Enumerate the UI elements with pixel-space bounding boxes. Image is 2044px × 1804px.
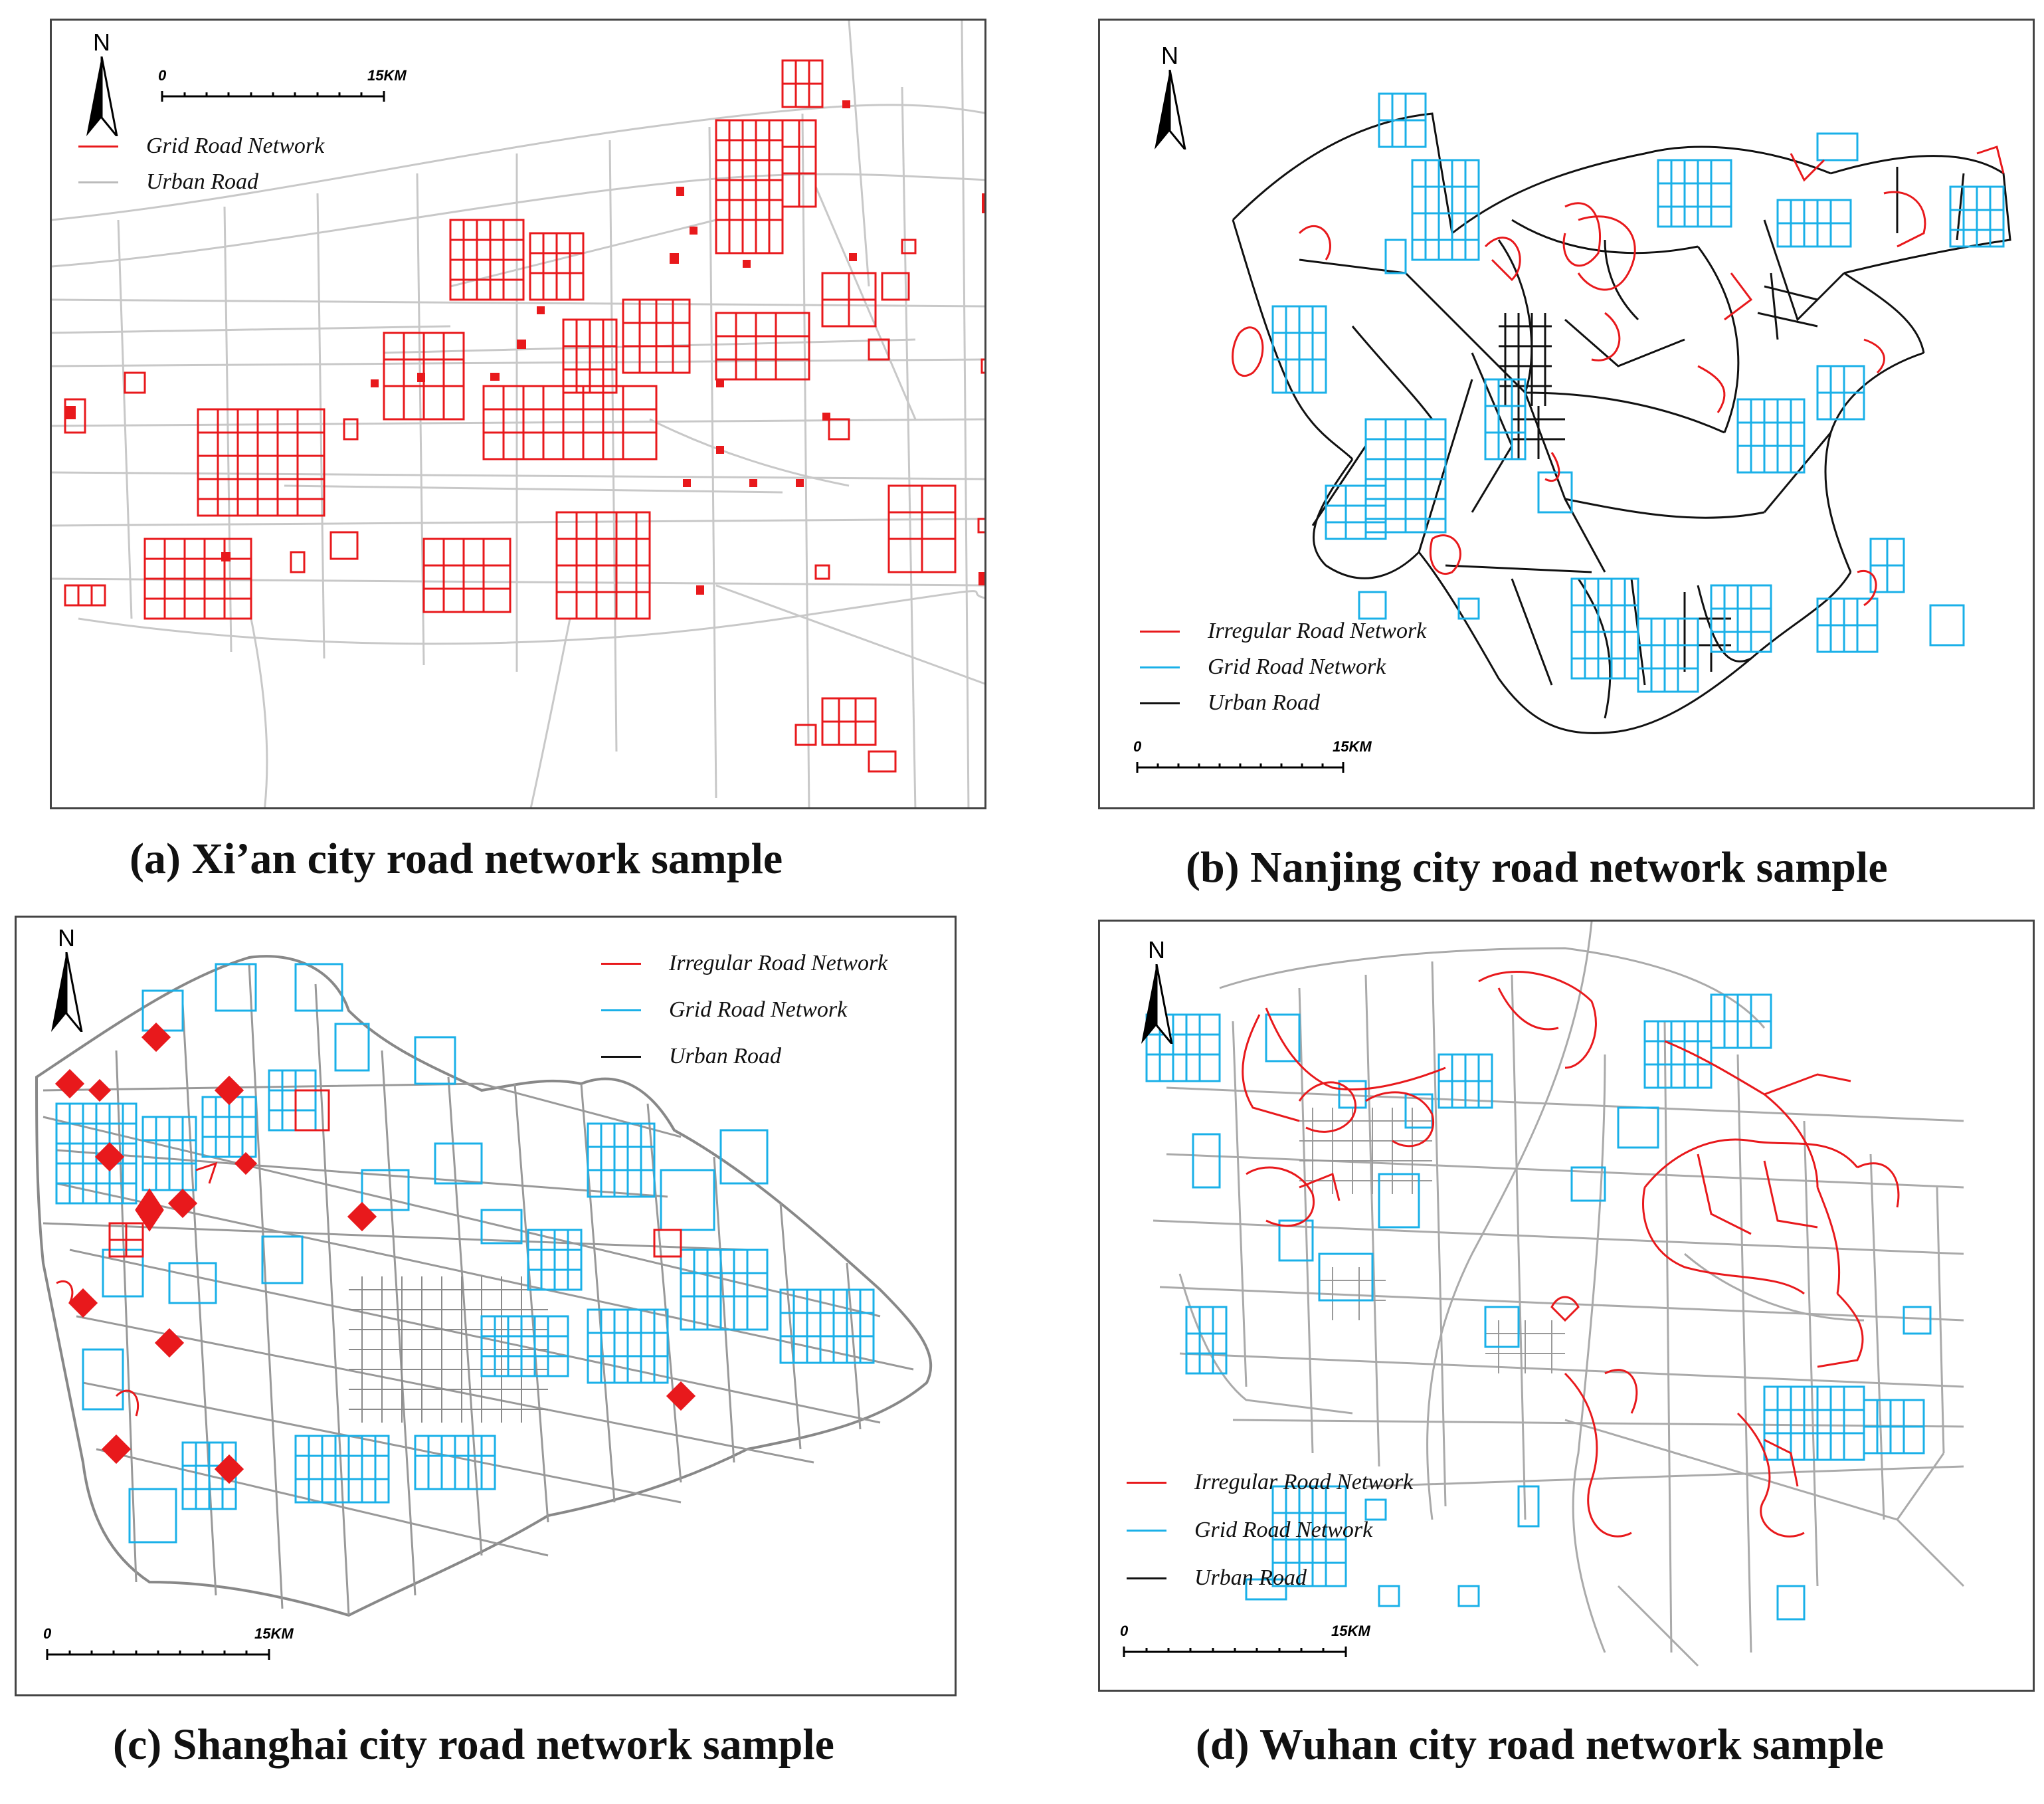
legend-swatch-gray (78, 181, 118, 183)
scale-zero-label: 0 (158, 67, 167, 84)
map-panel-nanjing: N Irregular Road Network Grid Road Netwo… (1098, 19, 2035, 809)
scale-zero-label: 0 (43, 1625, 52, 1642)
legend-swatch-blue (1140, 666, 1180, 668)
wuhan-road-map (1145, 922, 1965, 1667)
shanghai-grid-networks (55, 963, 875, 1544)
legend-label: Urban Road (1194, 1565, 1307, 1590)
caption-a: (a) Xi’an city road network sample (130, 835, 783, 883)
legend-label: Irregular Road Network (1208, 619, 1427, 643)
legend-swatch-red (1127, 1481, 1166, 1484)
xian-road-map (52, 21, 984, 807)
north-arrow: N (78, 29, 125, 136)
scale-ruler (1123, 1647, 1347, 1657)
scale-end-label: 15KM (367, 67, 407, 84)
caption-c: (c) Shanghai city road network sample (113, 1720, 834, 1769)
scale-zero-label: 0 (1133, 738, 1142, 755)
legend-item-irregular: Irregular Road Network (1140, 619, 1426, 644)
north-arrow-icon (51, 952, 83, 1032)
north-arrow-icon (1141, 964, 1173, 1044)
xian-grid-blocks (65, 100, 984, 595)
scale-ruler (161, 91, 385, 102)
map-panel-shanghai: N Irregular Road Network Grid Road Netwo… (15, 916, 957, 1696)
nanjing-grid-networks (1271, 92, 2005, 693)
scale-end-label: 15KM (254, 1625, 294, 1642)
scale-ruler (46, 1649, 270, 1660)
scale-ruler (1136, 762, 1345, 773)
shanghai-irregular-outlines (56, 1089, 682, 1417)
shanghai-outline (35, 955, 933, 1617)
north-label: N (58, 924, 75, 952)
scale-end-label: 15KM (1333, 738, 1372, 755)
scale-bar: 0 15KM (1133, 738, 1386, 778)
legend-swatch-red (601, 962, 641, 965)
legend-item-urban: Urban Road (78, 169, 258, 195)
scale-end-label: 15KM (1331, 1623, 1370, 1639)
legend-item-urban: Urban Road (601, 1044, 781, 1069)
legend-swatch-black (1140, 702, 1180, 704)
scale-bar: 0 15KM (1120, 1623, 1372, 1662)
nanjing-road-map (1232, 92, 2011, 734)
legend-label: Urban Road (146, 169, 259, 194)
caption-b: (b) Nanjing city road network sample (1186, 843, 1888, 892)
north-arrow-icon (86, 56, 118, 136)
legend-label: Irregular Road Network (669, 951, 888, 975)
north-label: N (93, 29, 110, 56)
shanghai-urban-dense (349, 1276, 548, 1423)
legend-item-irregular: Irregular Road Network (601, 951, 887, 976)
shanghai-irregular-networks (54, 1022, 696, 1484)
legend-label: Grid Road Network (1194, 1518, 1373, 1542)
legend-swatch-red (78, 145, 118, 148)
legend-label: Irregular Road Network (1194, 1470, 1414, 1494)
legend-swatch-red (1140, 630, 1180, 633)
nanjing-irregular-networks (1232, 146, 2005, 607)
legend-swatch-blue (1127, 1529, 1166, 1532)
wuhan-grid-networks (1145, 993, 1932, 1621)
legend-label: Grid Road Network (669, 997, 848, 1022)
north-arrow-icon (1155, 70, 1186, 150)
legend-item-grid: Grid Road Network (1140, 654, 1386, 680)
legend-item-urban: Urban Road (1127, 1565, 1307, 1591)
map-panel-wuhan: N Irregular Road Network Grid Road Netwo… (1098, 920, 2035, 1692)
scale-bar: 0 15KM (158, 67, 411, 107)
legend-label: Grid Road Network (1208, 654, 1386, 679)
map-legend: Irregular Road Network Grid Road Network… (601, 951, 947, 1068)
north-label: N (1148, 936, 1165, 963)
legend-label: Urban Road (669, 1044, 782, 1068)
legend-swatch-black (601, 1055, 641, 1058)
north-arrow: N (1147, 42, 1193, 150)
scale-bar: 0 15KM (43, 1625, 296, 1665)
north-arrow: N (43, 924, 90, 1032)
north-label: N (1161, 42, 1178, 69)
legend-item-urban: Urban Road (1140, 690, 1320, 716)
legend-swatch-black (1127, 1577, 1166, 1579)
scale-zero-label: 0 (1120, 1623, 1129, 1639)
map-panel-xian: N 0 15KM Grid Road Network Urban Road (50, 19, 986, 809)
map-legend: Irregular Road Network Grid Road Network… (1127, 1470, 1499, 1590)
legend-swatch-blue (601, 1009, 641, 1011)
wuhan-irregular-networks (1242, 971, 1900, 1538)
legend-item-grid: Grid Road Network (1127, 1518, 1372, 1543)
legend-label: Grid Road Network (146, 134, 325, 158)
legend-item-grid: Grid Road Network (78, 134, 324, 159)
map-legend: Irregular Road Network Grid Road Network… (1140, 619, 1485, 732)
legend-label: Urban Road (1208, 690, 1321, 715)
shanghai-road-map (35, 955, 933, 1617)
xian-grid-networks (64, 59, 984, 773)
legend-item-irregular: Irregular Road Network (1127, 1470, 1413, 1495)
caption-d: (d) Wuhan city road network sample (1196, 1720, 1884, 1769)
legend-item-grid: Grid Road Network (601, 997, 847, 1023)
map-legend: Grid Road Network Urban Road (78, 134, 411, 213)
north-arrow: N (1133, 936, 1180, 1044)
